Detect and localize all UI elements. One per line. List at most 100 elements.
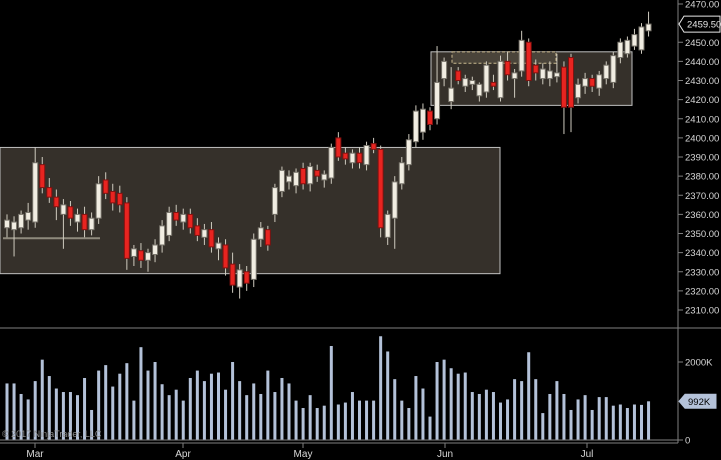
candle-up [384, 213, 391, 238]
candle-up [286, 175, 292, 183]
price-tick-label: 2470.00 [685, 0, 719, 11]
zones-layer [0, 51, 633, 275]
volume-bar [618, 404, 622, 440]
volume-bar [97, 370, 101, 440]
volume-bar [26, 399, 30, 440]
candle-down [532, 64, 539, 74]
candle-down [264, 229, 271, 246]
time-tick-label: Mar [26, 449, 44, 460]
candle-up [250, 238, 257, 280]
volume-bar [202, 381, 206, 440]
candle-down [194, 225, 201, 236]
volume-bar [245, 395, 249, 440]
volume-bar [386, 351, 390, 440]
volume-bar [90, 409, 94, 440]
candle-down [356, 152, 363, 164]
volume-bar [428, 416, 432, 440]
copyright-watermark: © 2017 NinjaTrader, LLC [2, 429, 102, 439]
candle-up [624, 39, 631, 55]
price-tick-label: 2430.00 [685, 76, 719, 87]
volume-bar [301, 408, 305, 440]
candle-down [39, 164, 46, 189]
price-tick-label: 2310.00 [685, 306, 719, 317]
volume-bar [252, 383, 256, 440]
candle-up [145, 252, 151, 261]
volume-bar [146, 370, 150, 440]
candle-down [67, 206, 74, 219]
volume-bar [647, 401, 651, 440]
candle-up [575, 83, 582, 99]
candle-down [102, 179, 109, 194]
volume-bar [33, 381, 37, 440]
volume-badge: 992K [678, 393, 717, 409]
volume-tick-label: 0 [685, 436, 690, 447]
volume-bar [308, 395, 312, 440]
volume-bar [421, 388, 425, 440]
candle-up [603, 64, 610, 80]
candle-up [60, 204, 67, 215]
candle-up [441, 60, 448, 80]
candle-down [109, 190, 116, 204]
volume-bar [68, 392, 72, 440]
volume-bar [632, 404, 636, 440]
candle-down [46, 187, 53, 198]
candle-up [398, 162, 405, 185]
volume-bar [499, 402, 502, 440]
volume-bar [506, 399, 510, 440]
candle-up [159, 225, 166, 246]
volume-bar [625, 408, 629, 440]
candle-down [490, 81, 497, 87]
time-tick-label: May [294, 449, 313, 460]
volume-bar [40, 359, 44, 440]
price-tick-label: 2350.00 [685, 229, 719, 240]
candle-up [469, 80, 476, 85]
candle-down [314, 169, 321, 177]
price-tick-label: 2450.00 [685, 38, 719, 49]
volume-bar [209, 373, 213, 440]
candle-down [53, 196, 60, 208]
candle-up [215, 242, 222, 250]
volume-bar [611, 405, 615, 440]
candle-down [229, 263, 236, 286]
candle-up [201, 229, 208, 238]
volume-bar [160, 384, 164, 440]
volume-bar [224, 389, 228, 440]
candle-down [525, 41, 532, 81]
candle-down [243, 271, 250, 284]
volume-bar [188, 377, 192, 440]
price-tick-label: 2360.00 [685, 210, 719, 221]
candle-up [553, 72, 560, 78]
volume-bar [442, 359, 446, 440]
candle-down [116, 192, 123, 206]
price-axis[interactable]: 2470.002460.002450.002440.002430.002420.… [678, 0, 719, 447]
candle-up [293, 171, 300, 187]
volume-bar [5, 383, 9, 440]
volume-bar [541, 413, 545, 440]
volume-bar [555, 381, 559, 440]
candle-down [589, 78, 596, 87]
volume-bar [470, 392, 474, 440]
candle-up [130, 248, 137, 257]
volume-bar [266, 370, 270, 440]
volume-bar [527, 352, 531, 440]
supply-zone-dashed [451, 51, 557, 64]
candle-down [568, 57, 574, 108]
candle-down [377, 148, 384, 229]
volume-bar [569, 409, 573, 440]
candle-up [180, 213, 187, 223]
candle-up [32, 162, 39, 223]
volume-bar [125, 363, 129, 440]
candle-up [405, 139, 412, 166]
volume-bar [280, 377, 284, 440]
volume-bar [576, 399, 580, 440]
candle-up [462, 78, 469, 87]
candle-up [645, 23, 652, 32]
volume-bar [83, 377, 87, 440]
volume-bar [400, 400, 404, 440]
volume-bar [181, 400, 185, 440]
candle-up [328, 146, 335, 179]
last-price-badge: 2459.50 [678, 15, 721, 33]
candle-up [419, 108, 426, 133]
time-axis[interactable]: Mar Apr May Jun Jul [26, 443, 593, 460]
